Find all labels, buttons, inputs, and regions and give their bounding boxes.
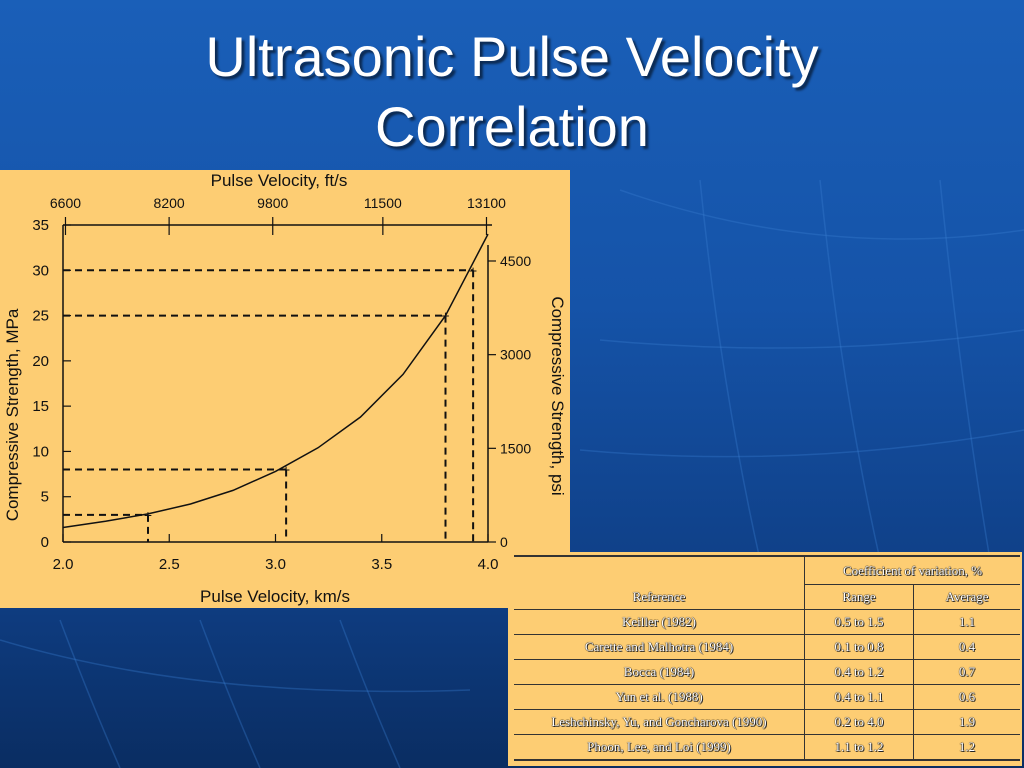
y-tick-label: 10 (32, 443, 49, 460)
table-cell-reference: Bocca (1984) (514, 659, 805, 685)
table-header-average: Average (913, 584, 1020, 610)
right-tick-label: 1500 (500, 440, 531, 456)
table-cell-average: 1.1 (913, 609, 1020, 635)
table-cell-average: 1.9 (913, 709, 1020, 735)
y-tick-label: 35 (32, 217, 49, 234)
table-row: Yun et al. (1988) 0.4 to 1.1 0.6 (514, 684, 1020, 710)
y-tick-label: 25 (32, 308, 49, 325)
y-tick-label: 5 (41, 489, 49, 506)
x-axis-label: Pulse Velocity, km/s (200, 587, 350, 606)
strength-curve (62, 233, 489, 529)
table-group-header-row: Coefficient of variation, % (514, 555, 1020, 585)
top-tick-label: 9800 (257, 195, 288, 211)
x-tick-label: 3.5 (371, 556, 392, 573)
y-tick-label: 30 (32, 262, 49, 279)
strength-velocity-chart: Pulse Velocity, ft/s Pulse Velocity, km/… (3, 171, 567, 606)
title-line-2: Correlation (375, 95, 649, 158)
table-cell-reference: Carette and Malhotra (1984) (514, 634, 805, 660)
table-header-reference: Reference (514, 584, 805, 610)
y-axis-label: Compressive Strength, MPa (3, 308, 22, 521)
table-cell-average: 0.6 (913, 684, 1020, 710)
data-point-marker: + (144, 507, 152, 523)
x-tick-label: 2.0 (53, 556, 74, 573)
table-row: Phoon, Lee, and Loi (1999) 1.1 to 1.2 1.… (514, 734, 1020, 761)
table-row: Leshchinsky, Yu, and Goncharova (1990) 0… (514, 709, 1020, 735)
table-header-row: Reference Range Average (514, 584, 1020, 610)
table-cell-range: 0.5 to 1.5 (804, 609, 914, 635)
x-tick-label: 4.0 (478, 556, 499, 573)
data-point-marker: + (441, 308, 449, 324)
table-cell-reference: Yun et al. (1988) (514, 684, 805, 710)
table-cell-reference: Leshchinsky, Yu, and Goncharova (1990) (514, 709, 805, 735)
table-cell-average: 0.4 (913, 634, 1020, 660)
top-tick-label: 11500 (364, 195, 402, 211)
top-tick-label: 13100 (467, 195, 506, 211)
table-cell-reference: Keiller (1982) (514, 609, 805, 635)
slide-title: Ultrasonic Pulse Velocity Correlation (0, 22, 1024, 162)
variation-table-panel: Coefficient of variation, % Reference Ra… (508, 552, 1022, 766)
top-axis-label: Pulse Velocity, ft/s (211, 171, 348, 190)
x-tick-label: 2.5 (159, 556, 180, 573)
table-cell-range: 0.1 to 0.8 (804, 634, 914, 660)
title-line-1: Ultrasonic Pulse Velocity (205, 25, 819, 88)
table-row: Keiller (1982) 0.5 to 1.5 1.1 (514, 609, 1020, 635)
right-tick-label: 3000 (500, 347, 531, 363)
right-axis-label: Compressive Strength, psi (548, 296, 567, 495)
table-cell-range: 1.1 to 1.2 (804, 734, 914, 761)
table-cell-range: 0.2 to 4.0 (804, 709, 914, 735)
table-cell-range: 0.4 to 1.2 (804, 659, 914, 685)
table-row: Bocca (1984) 0.4 to 1.2 0.7 (514, 659, 1020, 685)
table-group-header: Coefficient of variation, % (804, 555, 1020, 585)
y-tick-label: 20 (32, 353, 49, 370)
table-row: Carette and Malhotra (1984) 0.1 to 0.8 0… (514, 634, 1020, 660)
table-header-blank (514, 555, 805, 585)
data-point-marker: + (469, 262, 477, 278)
data-point-marker: + (282, 462, 290, 478)
top-tick-label: 8200 (154, 195, 185, 211)
right-tick-label: 0 (500, 534, 508, 550)
variation-table: Coefficient of variation, % Reference Ra… (514, 555, 1020, 761)
table-cell-reference: Phoon, Lee, and Loi (1999) (514, 734, 805, 761)
y-tick-label: 15 (32, 398, 49, 415)
figure-panel: Pulse Velocity, ft/s Pulse Velocity, km/… (0, 170, 570, 608)
table-cell-range: 0.4 to 1.1 (804, 684, 914, 710)
chart-body: 0 5 10 15 20 25 30 35 2.0 2.5 3.0 3.5 4.0 6600 8200 980… (32, 195, 531, 573)
right-tick-label: 4500 (500, 253, 531, 269)
table-cell-average: 1.2 (913, 734, 1020, 761)
top-tick-label: 6600 (50, 195, 81, 211)
table-cell-average: 0.7 (913, 659, 1020, 685)
table-header-range: Range (804, 584, 914, 610)
y-tick-label: 0 (41, 534, 49, 551)
x-tick-label: 3.0 (265, 556, 286, 573)
